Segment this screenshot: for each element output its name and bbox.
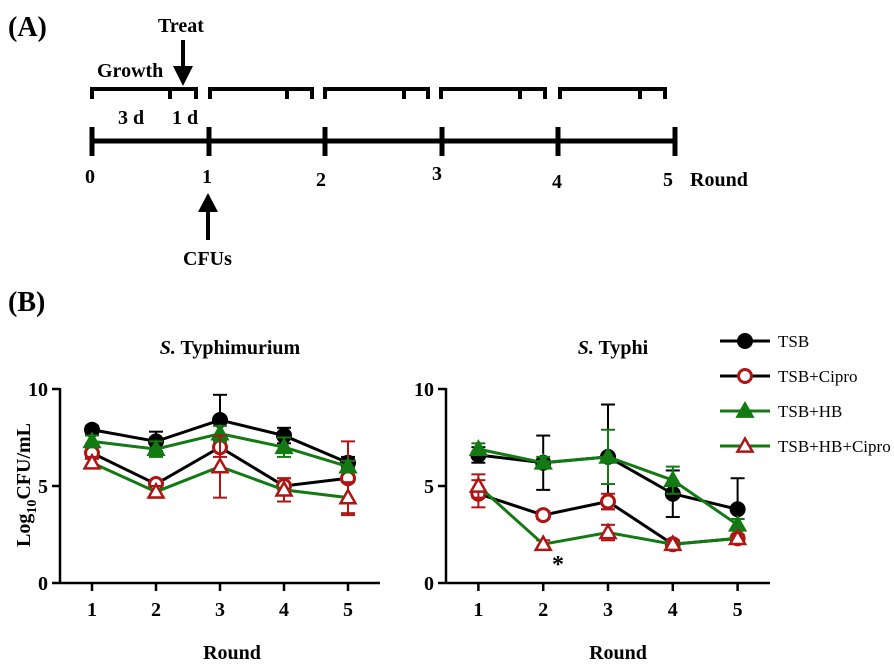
panel-b-label: (B) — [8, 287, 45, 318]
treat-arrow-icon — [173, 40, 193, 86]
x-tick-label: 4 — [279, 599, 289, 621]
data-point-tsb — [737, 333, 753, 349]
data-point-tsb-hb — [274, 437, 294, 455]
timeline-ticks: 0 1 2 3 4 5 — [85, 163, 673, 193]
legend-label: TSB+HB — [778, 402, 842, 421]
data-point-tsb-hb — [663, 470, 683, 488]
x-tick-label: 1 — [473, 599, 483, 621]
legend-item: TSB+HB+Cipro — [720, 435, 891, 456]
legend-item: TSB — [720, 332, 809, 351]
timeline-tick-label: 1 — [202, 166, 212, 188]
timeline-tick-label: 2 — [316, 169, 326, 191]
duration-growth-label: 3 d — [118, 107, 144, 129]
panel-a: (A) Treat Growth 3 d 1 d — [8, 12, 748, 270]
data-point-tsb-hb-cipro — [210, 456, 230, 474]
upper-brackets — [90, 87, 667, 99]
timeline-tick-label: 0 — [85, 166, 95, 188]
growth-label: Growth — [97, 60, 163, 82]
chart-typhi: S. Typhi Round * 0 5 10 1 2 3 4 5 — [414, 337, 770, 664]
y-tick-label: 0 — [38, 573, 48, 595]
y-tick-label: 5 — [38, 476, 48, 498]
x-tick-label: 2 — [538, 599, 548, 621]
y-tick-label: 5 — [424, 476, 434, 498]
timeline-axis — [89, 127, 678, 156]
data-point-tsb — [729, 501, 746, 518]
x-tick-label: 3 — [215, 599, 225, 621]
data-point-tsb-hb — [735, 400, 755, 418]
data-point-tsb-cipro — [737, 368, 753, 384]
data-point-tsb-hb-cipro — [727, 528, 748, 546]
legend-label: TSB+Cipro — [778, 367, 858, 386]
x-axis-label: Round — [589, 642, 647, 664]
series-tsb-hb — [468, 428, 748, 532]
panel-a-label: (A) — [8, 12, 47, 43]
data-point-tsb-cipro — [600, 493, 616, 510]
legend-label: TSB — [778, 332, 809, 351]
legend-item: TSB+HB — [720, 400, 842, 421]
x-tick-label: 3 — [603, 599, 613, 621]
timeline-round-label: Round — [690, 169, 748, 191]
treat-label: Treat — [158, 15, 204, 37]
chart-title: S. Typhimurium — [160, 337, 301, 359]
series-tsb-hb-cipro — [82, 434, 358, 515]
x-tick-label: 5 — [343, 599, 353, 621]
y-tick-label: 0 — [424, 573, 434, 595]
x-tick-label: 4 — [668, 599, 678, 621]
series-tsb-hb — [82, 423, 358, 474]
data-point-tsb-hb — [598, 446, 618, 464]
data-point-tsb-hb-cipro — [598, 522, 618, 540]
y-axis-label: Log10CFU/mL — [13, 423, 40, 547]
data-point-tsb-hb-cipro — [338, 487, 358, 505]
data-point-tsb-hb — [468, 439, 489, 457]
legend: TSB TSB+Cipro TSB+HB TSB+HB+Cipro — [720, 332, 891, 456]
x-tick-label: 5 — [733, 599, 743, 621]
data-point-tsb-hb-cipro — [735, 435, 755, 453]
duration-treat-label: 1 d — [172, 107, 198, 129]
panel-b: (B) Log10CFU/mL S. Typhimurium Round 0 5 1… — [8, 287, 891, 664]
data-point-tsb-hb — [338, 456, 358, 474]
cfu-arrow-icon — [198, 193, 218, 240]
data-point-tsb-hb-cipro — [274, 479, 294, 497]
data-point-tsb-cipro — [535, 507, 552, 524]
x-tick-label: 1 — [87, 599, 97, 621]
data-point-tsb-hb-cipro — [468, 475, 489, 493]
x-tick-label: 2 — [151, 599, 161, 621]
y-tick-label: 10 — [414, 379, 434, 401]
data-point-tsb-hb-cipro — [146, 481, 166, 499]
data-point-tsb-hb-cipro — [82, 452, 102, 470]
significance-marker: * — [552, 552, 564, 578]
data-point-tsb-hb-cipro — [663, 534, 683, 552]
data-point-tsb-hb — [146, 439, 166, 457]
y-tick-label: 10 — [28, 379, 48, 401]
data-point-tsb-hb — [533, 452, 553, 470]
cfus-label: CFUs — [183, 248, 232, 270]
data-point-tsb-hb-cipro — [533, 534, 553, 552]
timeline-tick-label: 5 — [663, 169, 673, 191]
x-axis-label: Round — [203, 642, 261, 664]
timeline-tick-label: 4 — [552, 171, 562, 193]
chart-title: S. Typhi — [578, 337, 649, 359]
legend-label: TSB+HB+Cipro — [778, 437, 891, 456]
data-point-tsb-hb — [82, 431, 102, 449]
chart-typhimurium: S. Typhimurium Round 0 5 10 1 2 3 4 5 — [28, 337, 380, 664]
timeline-tick-label: 3 — [432, 163, 442, 185]
series-tsb-hb-cipro — [468, 473, 748, 552]
legend-item: TSB+Cipro — [720, 367, 858, 386]
